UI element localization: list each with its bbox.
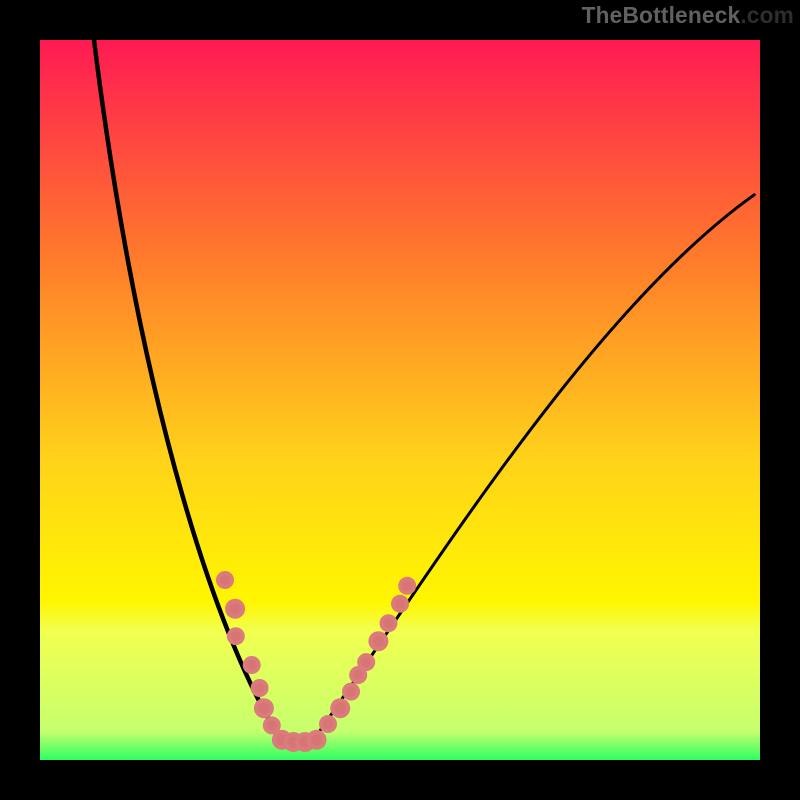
data-dot-core — [346, 687, 356, 697]
left-curve — [94, 40, 281, 740]
data-dot-core — [267, 720, 277, 730]
plot-area — [40, 40, 760, 760]
data-dot-core — [247, 660, 257, 670]
watermark-text-suffix: .com — [740, 2, 794, 28]
data-dot-core — [220, 575, 230, 585]
watermark-text-main: TheBottleneck — [582, 2, 741, 28]
data-dot-core — [361, 657, 371, 667]
data-dot-core — [373, 636, 384, 647]
right-curve — [314, 195, 755, 740]
data-dot-core — [255, 683, 265, 693]
data-dot-core — [323, 719, 333, 729]
data-dot-core — [231, 631, 241, 641]
data-dot-core — [395, 599, 405, 609]
data-dot-core — [402, 581, 412, 591]
data-dot-core — [353, 670, 363, 680]
data-dot-core — [335, 703, 346, 714]
curve-layer — [40, 40, 760, 760]
data-dot-core — [384, 618, 394, 628]
data-dot-core — [311, 734, 322, 745]
watermark-text: TheBottleneck.com — [582, 2, 794, 29]
outer-frame: TheBottleneck.com — [0, 0, 800, 800]
data-dot-core — [258, 703, 269, 714]
dot-group — [216, 571, 416, 752]
data-dot-core — [230, 603, 241, 614]
